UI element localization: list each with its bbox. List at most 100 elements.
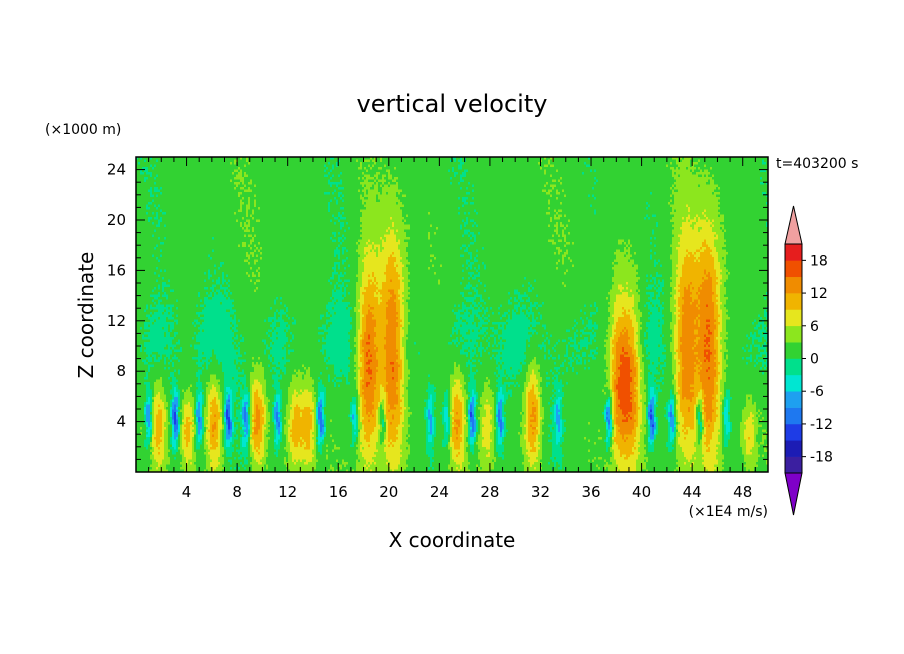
field-cell — [466, 224, 473, 228]
field-cell — [296, 372, 305, 376]
field-cell — [340, 239, 343, 243]
field-cell — [500, 344, 503, 348]
field-cell — [396, 192, 399, 196]
field-cell — [156, 267, 159, 271]
field-cell — [150, 164, 153, 168]
field-cell — [542, 302, 545, 306]
field-cell — [276, 367, 281, 371]
field-cell — [582, 309, 597, 313]
field-cell — [150, 324, 169, 328]
field-cell — [148, 204, 155, 208]
field-cell — [562, 229, 565, 233]
field-cell — [638, 347, 643, 351]
field-cell — [698, 174, 703, 178]
field-cell — [612, 284, 619, 288]
field-cell — [550, 357, 553, 361]
field-cell — [202, 369, 223, 373]
field-cell — [644, 369, 651, 373]
field-cell — [570, 242, 573, 246]
field-cell — [370, 349, 379, 353]
field-cell — [500, 337, 503, 341]
field-cell — [672, 157, 679, 161]
field-cell — [650, 352, 663, 356]
field-cell — [236, 334, 239, 338]
field-cell — [552, 354, 559, 358]
field-cell — [550, 339, 559, 343]
field-cell — [484, 262, 557, 266]
field-cell — [702, 169, 705, 173]
field-cell — [470, 339, 473, 343]
field-cell — [638, 287, 647, 291]
field-cell — [304, 367, 307, 371]
field-cell — [146, 307, 149, 311]
field-cell — [232, 302, 275, 306]
field-cell — [168, 327, 171, 331]
field-cell — [342, 252, 345, 256]
field-cell — [624, 307, 633, 311]
field-cell — [384, 367, 393, 371]
field-cell — [574, 369, 605, 373]
field-cell — [630, 257, 651, 261]
field-cell — [682, 314, 699, 318]
field-cell — [546, 169, 557, 173]
field-cell — [718, 184, 768, 188]
field-cell — [632, 349, 637, 353]
field-cell — [474, 289, 479, 293]
field-cell — [626, 327, 635, 331]
field-cell — [374, 184, 379, 188]
field-cell — [526, 277, 613, 281]
field-cell — [618, 284, 623, 288]
field-cell — [348, 364, 355, 368]
field-cell — [478, 212, 547, 216]
field-cell — [724, 237, 768, 241]
field-cell — [480, 344, 483, 348]
field-cell — [608, 309, 615, 313]
field-cell — [360, 254, 367, 258]
field-cell — [712, 229, 723, 233]
field-cell — [620, 354, 625, 358]
time-label: t=403200 s — [776, 156, 858, 172]
field-cell — [252, 364, 263, 368]
field-cell — [372, 354, 377, 358]
field-cell — [332, 307, 335, 311]
field-cell — [362, 327, 367, 331]
field-cell — [144, 179, 147, 183]
field-cell — [634, 364, 639, 368]
field-cell — [690, 294, 699, 298]
field-cell — [744, 349, 747, 353]
field-cell — [720, 362, 723, 366]
field-cell — [366, 169, 369, 173]
field-cell — [360, 297, 365, 301]
field-cell — [254, 202, 257, 206]
field-cell — [236, 162, 249, 166]
field-cell — [156, 272, 205, 276]
field-cell — [582, 359, 585, 363]
field-cell — [556, 192, 561, 196]
field-cell — [576, 342, 579, 346]
field-cell — [162, 219, 237, 223]
field-cell — [586, 317, 589, 321]
field-cell — [256, 199, 331, 203]
field-cell — [764, 337, 768, 341]
field-cell — [486, 334, 491, 338]
field-cell — [672, 252, 679, 256]
field-cell — [142, 347, 147, 351]
field-cell — [336, 239, 339, 243]
field-cell — [358, 279, 363, 283]
field-cell — [706, 342, 709, 346]
field-cell — [498, 362, 501, 366]
field-cell — [484, 334, 487, 338]
field-cell — [458, 164, 463, 168]
field-cell — [676, 282, 681, 286]
field-cell — [696, 252, 701, 256]
field-cell — [336, 164, 339, 168]
field-cell — [220, 302, 223, 306]
field-cell — [398, 369, 403, 373]
field-cell — [388, 229, 391, 233]
field-cell — [458, 207, 461, 211]
field-cell — [334, 197, 337, 201]
field-cell — [376, 354, 387, 358]
field-cell — [628, 292, 639, 296]
field-cell — [388, 184, 391, 188]
field-cell — [554, 157, 589, 161]
